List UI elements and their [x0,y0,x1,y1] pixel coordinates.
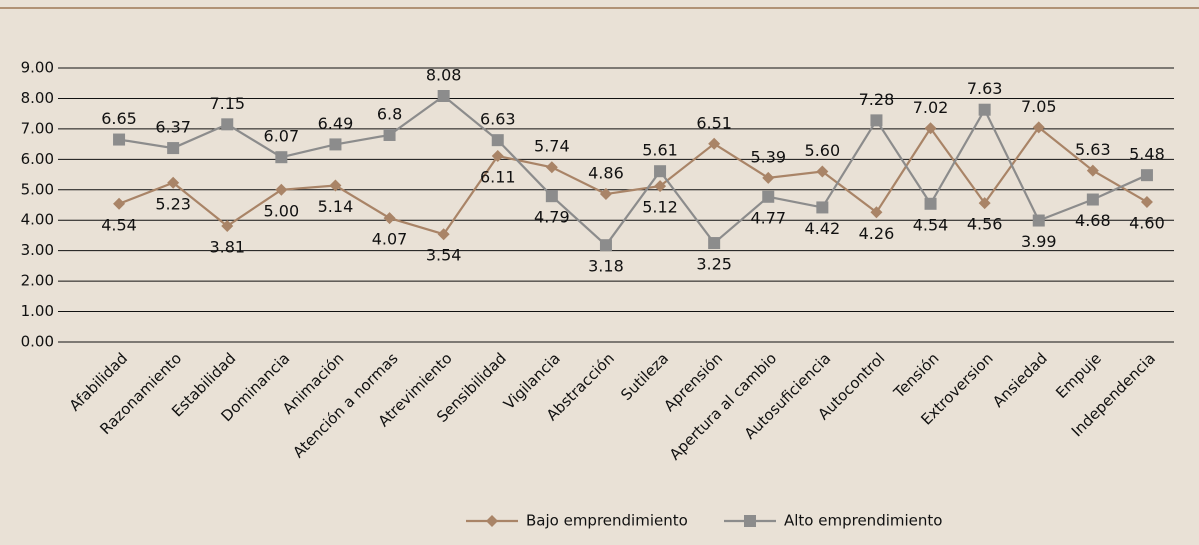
data-label: 7.28 [859,90,895,109]
y-tick-label: 4.00 [21,211,54,229]
legend-marker [486,515,498,527]
series-line [118,125,1148,236]
marker [870,114,883,127]
data-label: 4.56 [967,215,1003,234]
data-label: 4.26 [859,224,895,243]
data-label: 5.39 [750,147,786,166]
marker [762,171,775,184]
y-tick-label: 9.00 [21,59,54,77]
marker [1086,164,1099,177]
marker [708,237,721,250]
data-label: 5.61 [642,141,678,160]
y-tick-label: 8.00 [21,89,54,107]
data-label: 5.12 [642,198,678,217]
data-label: 5.63 [1075,140,1111,159]
marker [1032,214,1045,227]
data-label: 3.18 [588,257,624,276]
data-label: 7.02 [913,98,949,117]
legend-marker [744,515,756,527]
data-label: 4.68 [1075,211,1111,230]
marker [545,190,558,203]
data-label: 4.07 [372,230,408,249]
marker [437,228,450,241]
y-tick-label: 3.00 [21,241,54,259]
data-label: 6.51 [696,113,732,132]
marker [978,197,991,210]
marker [816,165,829,178]
marker [978,103,991,116]
data-label: 4.86 [588,164,624,183]
data-label: 6.49 [318,114,354,133]
marker [924,197,937,210]
marker [113,133,126,146]
data-label: 5.00 [264,201,300,220]
data-label: 5.48 [1129,145,1165,164]
marker [221,220,234,233]
data-label: 6.65 [101,109,137,128]
y-tick-label: 5.00 [21,180,54,198]
data-label: 7.63 [967,79,1003,98]
marker [221,118,234,131]
marker [599,239,612,252]
y-tick-label: 1.00 [21,302,54,320]
marker [491,149,504,162]
y-tick-label: 7.00 [21,119,54,137]
data-label: 7.15 [209,94,245,113]
data-label: 3.81 [209,238,245,257]
legend-label: Bajo emprendimiento [526,512,688,530]
data-label: 4.54 [101,215,137,234]
marker [545,161,558,174]
data-label: 6.8 [377,104,402,123]
marker [383,212,396,225]
data-label: 6.37 [155,118,191,137]
data-label: 7.05 [1021,97,1057,116]
marker [275,183,288,196]
marker [491,134,504,147]
marker [870,206,883,219]
marker [167,142,180,155]
data-label: 4.54 [913,215,949,234]
data-label: 4.42 [805,219,841,238]
data-label: 5.23 [155,194,191,213]
marker [924,122,937,135]
marker [816,201,829,214]
marker [1032,121,1045,134]
data-label: 8.08 [426,66,462,85]
y-tick-label: 6.00 [21,150,54,168]
marker [1140,195,1153,208]
marker [437,90,450,103]
legend-label: Alto emprendimiento [784,512,942,530]
y-tick-label: 0.00 [21,333,54,351]
marker [599,188,612,201]
marker [1140,169,1153,182]
data-label: 5.74 [534,137,570,156]
marker [329,138,342,151]
data-label: 3.99 [1021,232,1057,251]
data-label: 4.60 [1129,213,1165,232]
marker [654,180,667,193]
marker [329,179,342,192]
marker [762,190,775,203]
marker [275,151,288,164]
data-label: 4.77 [750,208,786,227]
data-label: 3.25 [696,255,732,274]
data-label: 3.54 [426,246,462,265]
marker [708,137,721,150]
marker [113,197,126,210]
data-label: 4.79 [534,208,570,227]
data-label: 5.60 [805,141,841,160]
data-label: 6.11 [480,167,516,186]
marker [383,128,396,141]
data-label: 6.63 [480,110,516,129]
data-label: 6.07 [264,127,300,146]
data-label: 5.14 [318,197,354,216]
series-line [118,94,1148,247]
marker [654,165,667,178]
y-tick-label: 2.00 [21,272,54,290]
marker [1086,193,1099,206]
marker [167,176,180,189]
